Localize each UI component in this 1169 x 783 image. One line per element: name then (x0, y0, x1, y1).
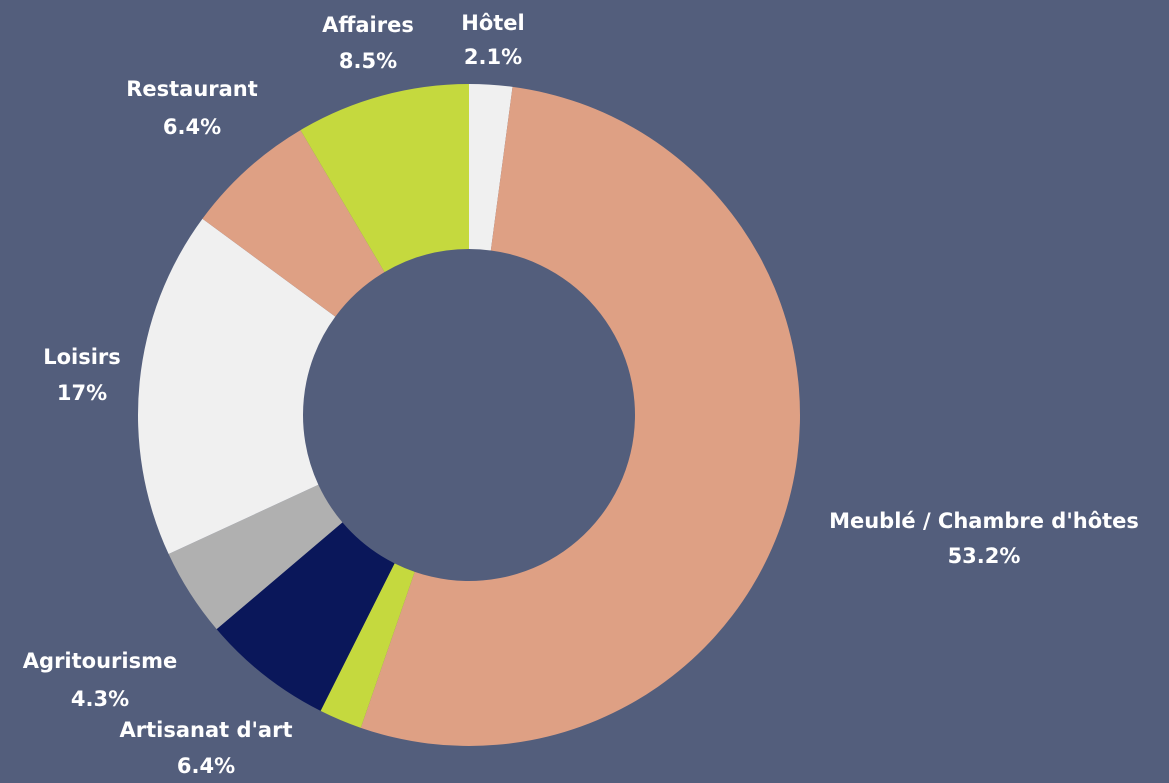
slice-label: Artisanat d'art (119, 718, 292, 742)
slice-label: Restaurant (126, 77, 258, 101)
value-label: 8.5% (339, 49, 397, 73)
slice-label: Affaires (322, 13, 414, 37)
value-label: 17% (57, 381, 107, 405)
donut-slice (360, 86, 801, 747)
slice-label: Loisirs (43, 345, 121, 369)
value-label: 6.4% (177, 754, 235, 778)
donut-slice (138, 218, 336, 555)
donut-slice (469, 84, 513, 251)
value-label: 6.4% (163, 115, 221, 139)
donut-slice (168, 484, 343, 630)
value-label: 4.3% (71, 687, 129, 711)
donut-slice (202, 130, 385, 317)
donut-slice (320, 563, 415, 728)
donut-slice (300, 84, 469, 273)
slice-label: Hôtel (461, 11, 524, 35)
donut-slice (216, 522, 395, 711)
value-label: 2.1% (464, 45, 522, 69)
value-label: 53.2% (948, 544, 1021, 568)
slice-label: Agritourisme (23, 649, 177, 673)
slice-label: Meublé / Chambre d'hôtes (829, 509, 1139, 533)
